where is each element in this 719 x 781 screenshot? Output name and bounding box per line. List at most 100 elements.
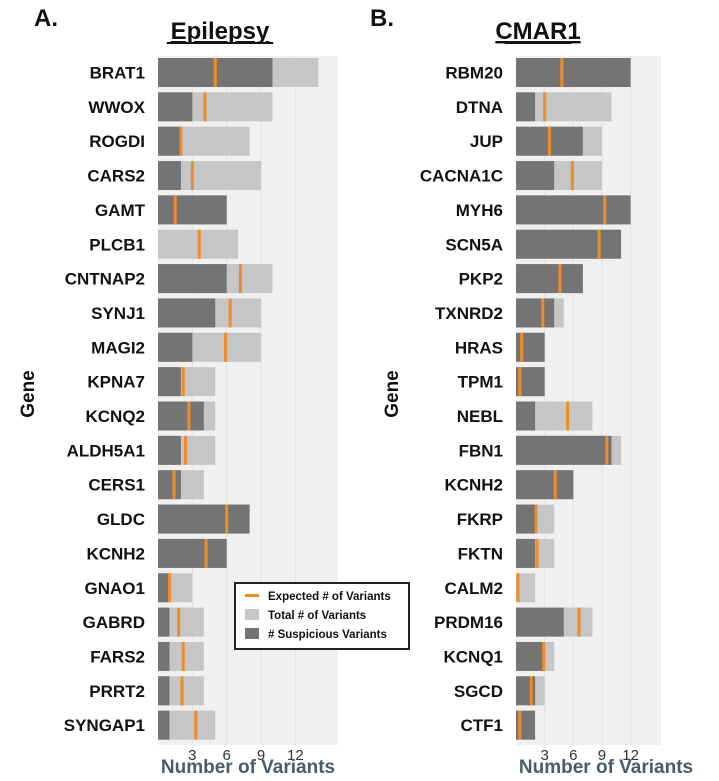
- bar-suspicious: [516, 607, 564, 637]
- panel-letter: B.: [370, 5, 394, 32]
- gene-label: SYNJ1: [91, 304, 145, 323]
- bar-suspicious: [158, 401, 204, 431]
- gene-label: KCNH2: [444, 476, 503, 495]
- bar-suspicious: [516, 470, 574, 500]
- gene-label: PLCB1: [89, 235, 145, 254]
- chart-panel-2: B. CMAR1 RBM20 DTNA JUP CACNA1C MYH6 SCN5A PKP2 T…: [370, 5, 693, 778]
- gene-label: PKP2: [459, 270, 503, 289]
- bar-suspicious: [158, 607, 170, 637]
- gene-label: ALDH5A1: [67, 441, 145, 460]
- y-axis-title: Gene: [18, 370, 39, 418]
- y-axis-title: Gene: [382, 370, 403, 418]
- x-tick-label: 6: [569, 747, 577, 764]
- bar-suspicious: [158, 195, 227, 225]
- gene-label: CALM2: [444, 579, 503, 598]
- x-axis-title: Number of Variants: [161, 757, 335, 778]
- gene-label: JUP: [470, 132, 503, 151]
- gene-label: KCNH2: [86, 544, 145, 563]
- gene-label: CACNA1C: [420, 167, 503, 186]
- plot-background: [516, 56, 661, 745]
- gene-label: PRDM16: [434, 613, 503, 632]
- gene-label: BRAT1: [90, 64, 145, 83]
- legend-swatch-expected: [245, 594, 259, 597]
- bar-suspicious: [516, 58, 631, 87]
- x-tick-label: 9: [257, 747, 265, 764]
- gene-label: HRAS: [455, 338, 503, 357]
- gene-label: SYNGAP1: [64, 716, 145, 735]
- bar-suspicious: [158, 332, 193, 362]
- legend-swatch-total: [245, 609, 259, 620]
- bar-suspicious: [516, 92, 536, 122]
- x-tick-label: 9: [598, 747, 606, 764]
- x-tick-label: 12: [622, 747, 639, 764]
- gene-label: WWOX: [88, 98, 145, 117]
- gene-label: RBM20: [445, 64, 503, 83]
- bar-suspicious: [158, 676, 170, 706]
- x-tick-label: 3: [540, 747, 548, 764]
- legend-swatch-suspicious: [245, 628, 259, 639]
- bar-suspicious: [158, 92, 193, 122]
- panels: A. Epilepsy BRAT1 WWOX ROGDI CARS2 GAMT PLCB1 CN…: [18, 5, 693, 778]
- gene-label: MAGI2: [91, 338, 145, 357]
- bar-suspicious: [158, 298, 216, 328]
- panel-title: CMAR1: [495, 18, 580, 45]
- legend-label-expected: Expected # of Variants: [268, 591, 391, 603]
- gene-label: DTNA: [456, 98, 503, 117]
- gene-label: KCNQ1: [443, 647, 503, 666]
- bar-suspicious: [516, 538, 536, 568]
- gene-label: FKRP: [457, 510, 503, 529]
- gene-label: NEBL: [457, 407, 503, 426]
- bar-suspicious: [158, 573, 170, 603]
- gene-label: SGCD: [454, 682, 503, 701]
- bar-suspicious: [158, 504, 250, 534]
- bar-suspicious: [516, 504, 536, 534]
- bar-suspicious: [516, 435, 612, 465]
- gene-label: FARS2: [90, 647, 145, 666]
- gene-label: GABRD: [83, 613, 145, 632]
- legend-label-total: Total # of Variants: [268, 610, 366, 622]
- panel-title: Epilepsy: [171, 18, 270, 45]
- gene-label: KPNA7: [87, 373, 145, 392]
- panel-letter: A.: [34, 5, 58, 32]
- bar-suspicious: [158, 710, 170, 740]
- bar-suspicious: [516, 641, 545, 671]
- gene-label: TPM1: [458, 373, 503, 392]
- bar-suspicious: [516, 264, 583, 294]
- bar-total: [516, 573, 536, 603]
- gene-label: SCN5A: [445, 235, 503, 254]
- x-tick-label: 3: [188, 747, 196, 764]
- bar-suspicious: [516, 401, 536, 431]
- bar-suspicious: [158, 641, 170, 671]
- gene-label: CERS1: [88, 476, 145, 495]
- gene-label: CARS2: [87, 167, 145, 186]
- bar-suspicious: [158, 470, 181, 500]
- bar-suspicious: [516, 229, 622, 259]
- x-axis-title: Number of Variants: [519, 757, 693, 778]
- bar-suspicious: [158, 367, 181, 397]
- gene-label: PRRT2: [89, 682, 145, 701]
- gene-label: CTF1: [461, 716, 504, 735]
- legend-label-suspicious: # Suspicious Variants: [268, 629, 387, 641]
- bar-suspicious: [516, 195, 631, 225]
- bar-suspicious: [158, 538, 227, 568]
- gene-label: KCNQ2: [85, 407, 145, 426]
- gene-label: MYH6: [456, 201, 503, 220]
- bar-suspicious: [516, 161, 555, 191]
- bar-suspicious: [158, 264, 227, 294]
- gene-label: TXNRD2: [435, 304, 503, 323]
- gene-label: GAMT: [95, 201, 146, 220]
- gene-label: GLDC: [97, 510, 145, 529]
- bar-suspicious: [516, 298, 555, 328]
- gene-label: ROGDI: [89, 132, 145, 151]
- x-tick-label: 12: [287, 747, 304, 764]
- bar-suspicious: [158, 126, 181, 156]
- chart-panel-1: A. Epilepsy BRAT1 WWOX ROGDI CARS2 GAMT PLCB1 CN…: [18, 5, 338, 778]
- gene-label: GNAO1: [85, 579, 145, 598]
- legend-box: [234, 582, 410, 650]
- gene-label: CNTNAP2: [65, 270, 145, 289]
- x-tick-label: 6: [223, 747, 231, 764]
- bar-suspicious: [158, 161, 181, 191]
- bar-suspicious: [158, 435, 181, 465]
- gene-label: FKTN: [458, 544, 503, 563]
